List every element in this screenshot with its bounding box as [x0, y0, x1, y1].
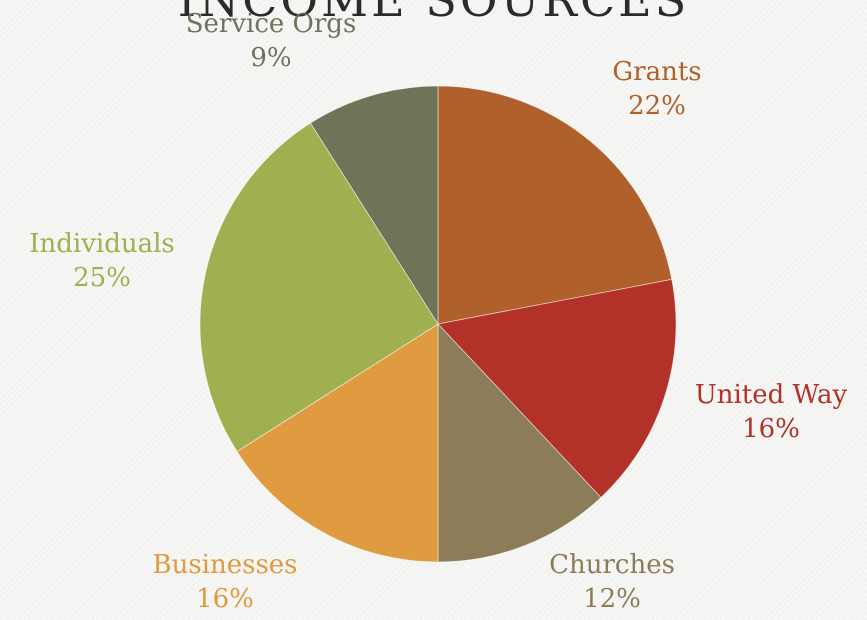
slice-label-service-orgs: Service Orgs 9%: [186, 7, 357, 75]
slice-label-churches-percent: 12%: [583, 584, 641, 614]
slice-label-individuals-name: Individuals: [29, 229, 175, 259]
chart-title: INCOME SOURCES: [177, 0, 690, 27]
slice-label-individuals: Individuals 25%: [29, 227, 175, 295]
slice-label-churches-name: Churches: [549, 550, 675, 580]
slice-label-service-orgs-percent: 9%: [250, 43, 292, 73]
pie-slice-united-way: [437, 278, 677, 499]
slice-label-service-orgs-name: Service Orgs: [185, 9, 357, 39]
pie-slice-grants: [437, 85, 673, 325]
slice-label-individuals-percent: 25%: [73, 263, 131, 293]
slice-label-businesses-name: Businesses: [152, 550, 298, 580]
slice-label-businesses-percent: 16%: [196, 584, 254, 614]
slice-label-united-way-percent: 16%: [742, 414, 800, 444]
pie-slice-service-orgs: [309, 85, 439, 326]
pie-slice-individuals: [199, 122, 439, 453]
pie-slice-businesses: [236, 323, 439, 563]
slice-label-grants-name: Grants: [612, 57, 702, 87]
pie-slice-churches: [437, 322, 602, 563]
slice-label-churches: Churches 12%: [549, 548, 675, 616]
slice-label-grants: Grants 22%: [612, 55, 701, 123]
slice-label-united-way-name: United Way: [694, 380, 848, 410]
slice-label-businesses: Businesses 16%: [152, 548, 297, 616]
slice-label-grants-percent: 22%: [628, 91, 686, 121]
slice-label-united-way: United Way 16%: [695, 378, 847, 446]
